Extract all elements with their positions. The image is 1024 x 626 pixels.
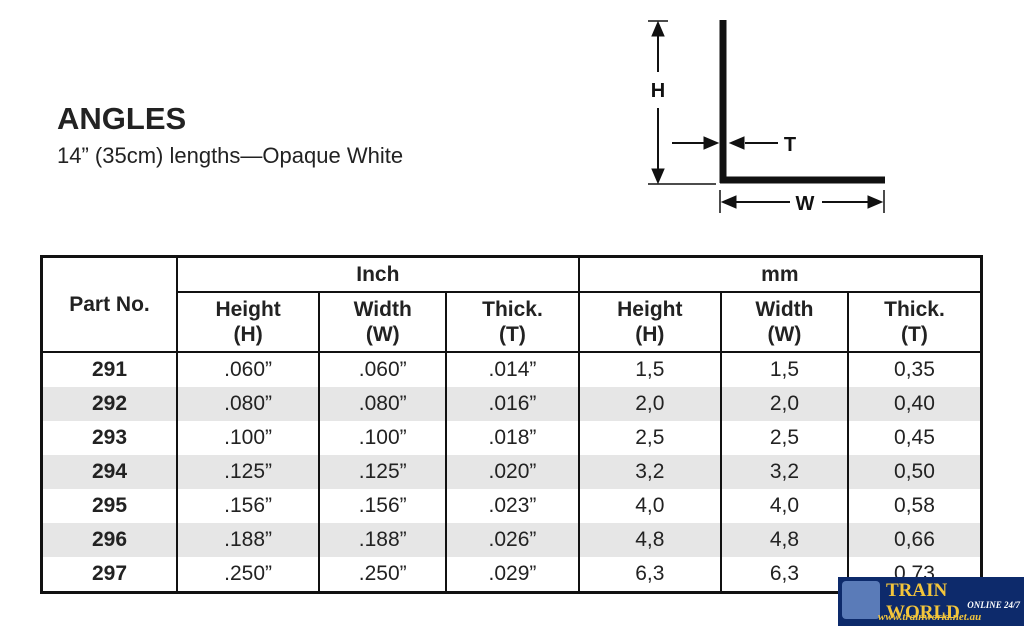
column-header-line: Height [215, 298, 281, 321]
cell: 2,5 [719, 421, 849, 455]
cell: .188” [318, 523, 448, 557]
column-header-line: (H) [233, 323, 263, 346]
part-number: 296 [40, 523, 178, 557]
cell: .156” [318, 489, 448, 523]
cell: 6,3 [577, 557, 722, 593]
subtitle: 14” (35cm) lengths—Opaque White [57, 143, 404, 168]
cell: 3,2 [719, 455, 849, 489]
group-header: Inch [176, 255, 580, 293]
part-header: Part No. [40, 255, 178, 353]
column-header: Height (H) [577, 291, 722, 353]
cell: .060” [318, 352, 448, 387]
column-header: Width (W) [719, 291, 849, 353]
cell: .080” [175, 387, 321, 421]
cell: .026” [445, 523, 580, 557]
table-row: 293.100” .100” .018” 2,5 2,5 0,45 [40, 421, 983, 455]
cell: 0,45 [846, 421, 983, 455]
watermark: TRAIN WORLD ONLINE 24/7 www.trainworld.n… [838, 577, 1024, 626]
cell: 0,40 [846, 387, 983, 421]
cell: 4,8 [719, 523, 849, 557]
cell: 0,58 [846, 489, 983, 523]
cell: .018” [445, 421, 580, 455]
height-label: H [651, 80, 665, 102]
thickness-label: T [784, 134, 796, 156]
column-header-line: Width [755, 298, 814, 321]
table-row: 295.156” .156” .023” 4,0 4,0 0,58 [40, 489, 983, 523]
cell: .156” [175, 489, 321, 523]
width-label: W [796, 193, 815, 215]
brand: TRAIN WORLD [886, 580, 960, 623]
cell: 1,5 [577, 352, 722, 387]
part-number: 294 [40, 455, 178, 489]
cell: 2,5 [577, 421, 722, 455]
column-header-line: (W) [365, 323, 400, 346]
cell: .060” [175, 352, 321, 387]
cell: 2,0 [577, 387, 722, 421]
column-header: Thick. (T) [846, 291, 983, 353]
cell: .020” [445, 455, 580, 489]
cell: .125” [318, 455, 448, 489]
column-header: Width (W) [318, 291, 448, 353]
table-row: 294.125” .125” .020” 3,2 3,2 0,50 [40, 455, 983, 489]
part-number: 295 [40, 489, 178, 523]
cell: 0,35 [846, 352, 983, 387]
cell: 3,2 [577, 455, 722, 489]
cell: .023” [445, 489, 580, 523]
cell: .188” [175, 523, 321, 557]
group-header: mm [577, 255, 983, 293]
cell: .014” [445, 352, 580, 387]
tagline: ONLINE 24/7 [967, 600, 1020, 610]
table-row: 292.080” .080” .016” 2,0 2,0 0,40 [40, 387, 983, 421]
cell: 2,0 [719, 387, 849, 421]
angle-diagram: H T W [648, 20, 885, 215]
column-header-line: (H) [635, 323, 665, 346]
column-header-line: Thick. [482, 298, 543, 321]
cell: .080” [318, 387, 448, 421]
table-row: 291.060” .060” .014” 1,5 1,5 0,35 [40, 352, 983, 387]
cell: 0,50 [846, 455, 983, 489]
spec-table: Part No. Inch mm Height (H) Width (W) Thick. (T… [40, 255, 983, 594]
logo-image [842, 581, 880, 619]
cell: .100” [318, 421, 448, 455]
cell: 1,5 [719, 352, 849, 387]
url: www.trainworld.net.au [878, 611, 982, 623]
cell: .250” [318, 557, 448, 593]
column-header-line: Thick. [884, 298, 945, 321]
part-number: 293 [40, 421, 178, 455]
cell: 4,8 [577, 523, 722, 557]
cell: 6,3 [719, 557, 849, 593]
cell: .125” [175, 455, 321, 489]
cell: .100” [175, 421, 321, 455]
cell: 4,0 [577, 489, 722, 523]
cell: .016” [445, 387, 580, 421]
column-header: Height (H) [175, 291, 321, 353]
column-header-line: (T) [499, 323, 526, 346]
cell: .029” [445, 557, 580, 593]
table-row: 296.188” .188” .026” 4,8 4,8 0,66 [40, 523, 983, 557]
table-row: 297.250” .250” .029” 6,3 6,3 0,73 [40, 557, 983, 593]
column-header: Thick. (T) [445, 291, 580, 353]
column-header-line: (T) [901, 323, 928, 346]
cell: 4,0 [719, 489, 849, 523]
part-number: 297 [40, 557, 178, 593]
part-number: 291 [40, 352, 178, 387]
column-header-line: Height [617, 298, 683, 321]
column-header-line: (W) [767, 323, 802, 346]
part-number: 292 [40, 387, 178, 421]
title: ANGLES [57, 101, 187, 136]
cell: 0,66 [846, 523, 983, 557]
column-header-line: Width [353, 298, 412, 321]
cell: .250” [175, 557, 321, 593]
